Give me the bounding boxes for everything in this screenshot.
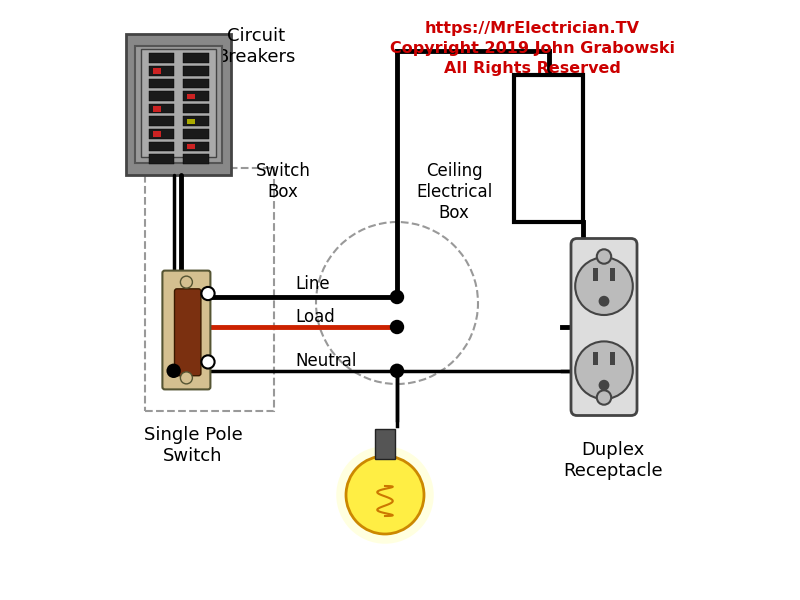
Bar (514, 75, 583, 222)
Bar (375, 429, 394, 459)
Bar (183, 53, 209, 63)
Bar (149, 129, 174, 139)
Bar (594, 268, 598, 281)
Text: Ceiling
Electrical
Box: Ceiling Electrical Box (416, 162, 492, 221)
Circle shape (346, 456, 424, 534)
Bar (153, 68, 162, 74)
Bar (183, 66, 209, 76)
Text: Switch
Box: Switch Box (255, 162, 310, 201)
Bar (149, 66, 174, 76)
Bar (153, 106, 162, 112)
Circle shape (336, 446, 434, 544)
Circle shape (390, 320, 404, 334)
Circle shape (390, 364, 404, 378)
Bar (142, 49, 216, 157)
Bar (149, 104, 174, 113)
Bar (187, 144, 195, 149)
Bar (149, 53, 174, 63)
Text: Neutral: Neutral (295, 352, 356, 370)
Text: Duplex
Receptacle: Duplex Receptacle (563, 441, 663, 480)
Bar (183, 91, 209, 101)
Bar (145, 168, 274, 411)
Circle shape (597, 249, 611, 263)
Bar (149, 142, 174, 151)
Text: https://MrElectrician.TV
Copyright 2019 John Grabowski
All Rights Reserved: https://MrElectrician.TV Copyright 2019 … (390, 21, 674, 76)
Circle shape (598, 296, 610, 307)
Bar (183, 104, 209, 113)
FancyBboxPatch shape (571, 238, 637, 415)
Circle shape (180, 372, 192, 384)
Bar (183, 142, 209, 151)
Text: Single Pole
Switch: Single Pole Switch (144, 426, 242, 465)
Circle shape (202, 355, 214, 368)
Bar (594, 352, 598, 365)
Circle shape (598, 380, 610, 391)
Bar (187, 119, 195, 124)
Circle shape (597, 390, 611, 404)
Bar (610, 352, 614, 365)
Bar (149, 91, 174, 101)
Bar (126, 34, 231, 175)
FancyBboxPatch shape (174, 289, 201, 376)
Bar (149, 116, 174, 126)
Bar (183, 79, 209, 88)
Circle shape (202, 287, 214, 300)
Bar (183, 129, 209, 139)
Text: Circuit
Breakers: Circuit Breakers (216, 27, 296, 66)
Text: Line: Line (295, 275, 330, 293)
Bar (149, 154, 174, 164)
Bar (610, 268, 614, 281)
Bar (187, 94, 195, 99)
Circle shape (390, 290, 404, 304)
FancyBboxPatch shape (162, 271, 210, 389)
Bar (135, 46, 222, 163)
Circle shape (180, 276, 192, 288)
Circle shape (166, 364, 181, 378)
Circle shape (575, 341, 633, 399)
Bar (183, 116, 209, 126)
Text: Load: Load (295, 308, 334, 326)
Circle shape (575, 257, 633, 315)
Bar (149, 79, 174, 88)
Bar (153, 131, 162, 137)
Bar (183, 154, 209, 164)
